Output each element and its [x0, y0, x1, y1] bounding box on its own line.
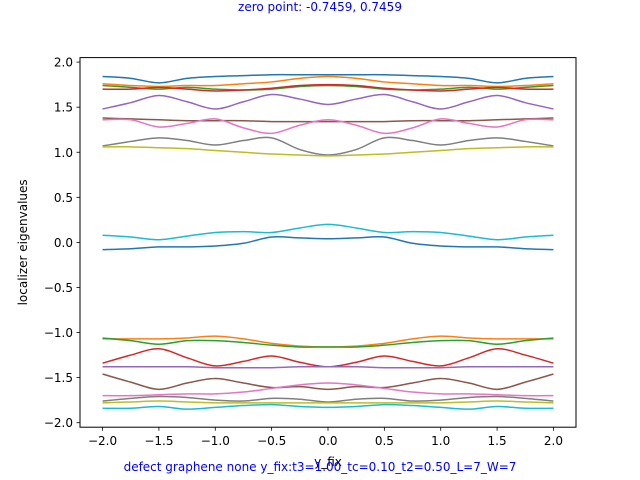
series-line-6: [102, 117, 554, 123]
x-tick-label: 1.5: [488, 434, 507, 448]
plot-frame: [79, 57, 577, 428]
series-line-19: [102, 400, 554, 404]
x-tick-label: 1.0: [431, 434, 450, 448]
y-tick-label: 0.5: [54, 191, 73, 205]
x-tick-label: 0.5: [375, 434, 394, 448]
series-line-11: [102, 235, 554, 251]
y-axis: −2.0 −1.5 −1.0 −0.5 0.0 0.5 1.0 1.5 2.0: [44, 56, 80, 430]
series-line-9: [102, 146, 554, 157]
x-tick-label: 2.0: [544, 434, 563, 448]
y-tick-label: 1.5: [54, 101, 73, 115]
series-line-20: [102, 403, 554, 410]
y-tick-label: −1.5: [44, 371, 73, 385]
series-line-10: [102, 223, 554, 241]
series-line-1: [102, 73, 554, 84]
y-tick-label: 1.0: [54, 146, 73, 160]
y-tick-label: −1.0: [44, 326, 73, 340]
series-line-17: [102, 382, 554, 397]
x-axis-label: y_fix: [314, 455, 342, 469]
series-line-15: [102, 365, 554, 369]
series-line-5: [102, 93, 554, 110]
series-line-3: [102, 84, 554, 91]
series-line-13: [102, 337, 554, 348]
series-line-14: [102, 348, 554, 368]
zero-point-title: zero point: -0.7459, 0.7459: [238, 0, 402, 14]
series-line-12: [102, 335, 554, 348]
x-tick-label: −1.0: [201, 434, 230, 448]
series-line-8: [102, 136, 554, 156]
x-tick-label: 0.0: [318, 434, 337, 448]
y-tick-label: 2.0: [54, 56, 73, 70]
series-line-7: [102, 118, 554, 135]
y-tick-label: 0.0: [54, 236, 73, 250]
x-tick-label: −2.0: [88, 434, 117, 448]
series-line-18: [102, 395, 554, 403]
parameter-caption: defect graphene none y_fix:t3=1.00_tc=0.…: [123, 460, 517, 474]
series-line-4: [102, 83, 554, 92]
x-axis: −2.0 −1.5 −1.0 −0.5 0.0 0.5 1.0 1.5 2.0: [88, 427, 563, 448]
y-tick-label: −0.5: [44, 281, 73, 295]
x-tick-label: −1.5: [144, 434, 173, 448]
x-tick-label: −0.5: [257, 434, 286, 448]
series-line-2: [102, 75, 554, 88]
series-layer: [102, 73, 554, 410]
series-line-16: [102, 373, 554, 391]
y-tick-label: −2.0: [44, 416, 73, 430]
y-axis-label: localizer eigenvalues: [16, 179, 30, 305]
